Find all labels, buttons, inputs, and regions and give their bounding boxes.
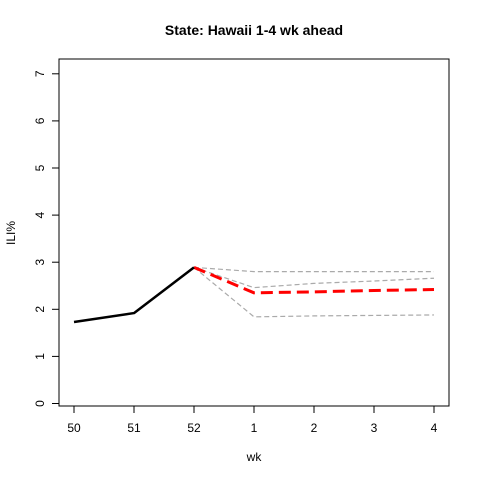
interval-series-line-4 — [193, 266, 435, 318]
y-tick-label: 7 — [33, 70, 47, 77]
x-tick-label: 1 — [251, 421, 258, 435]
x-tick-label: 4 — [431, 421, 438, 435]
x-tick-label: 2 — [311, 421, 318, 435]
x-tick-label: 50 — [67, 421, 81, 435]
y-tick-label: 5 — [33, 164, 47, 171]
x-tick-label: 3 — [371, 421, 378, 435]
x-axis-label: wk — [246, 450, 263, 464]
interval-series-line-3 — [193, 266, 435, 289]
observed-series-line — [73, 266, 195, 324]
x-tick-label: 52 — [187, 421, 201, 435]
forecast-series-line — [193, 265, 435, 295]
x-axis: 50 51 52 1 2 3 4 — [67, 405, 438, 435]
y-tick-label: 1 — [33, 353, 47, 360]
y-tick-label: 6 — [33, 117, 47, 124]
plot-frame — [58, 58, 450, 407]
series-layer — [73, 265, 435, 324]
x-tick-label: 51 — [127, 421, 141, 435]
interval-series-line-2 — [193, 266, 434, 273]
y-tick-label: 2 — [33, 306, 47, 313]
y-tick-label: 4 — [33, 211, 47, 218]
y-axis: 0 1 2 3 4 5 6 7 — [33, 70, 60, 407]
y-tick-label: 0 — [33, 400, 47, 407]
y-tick-label: 3 — [33, 259, 47, 266]
chart-title: State: Hawaii 1-4 wk ahead — [165, 22, 343, 38]
y-axis-label: ILI% — [4, 221, 18, 245]
